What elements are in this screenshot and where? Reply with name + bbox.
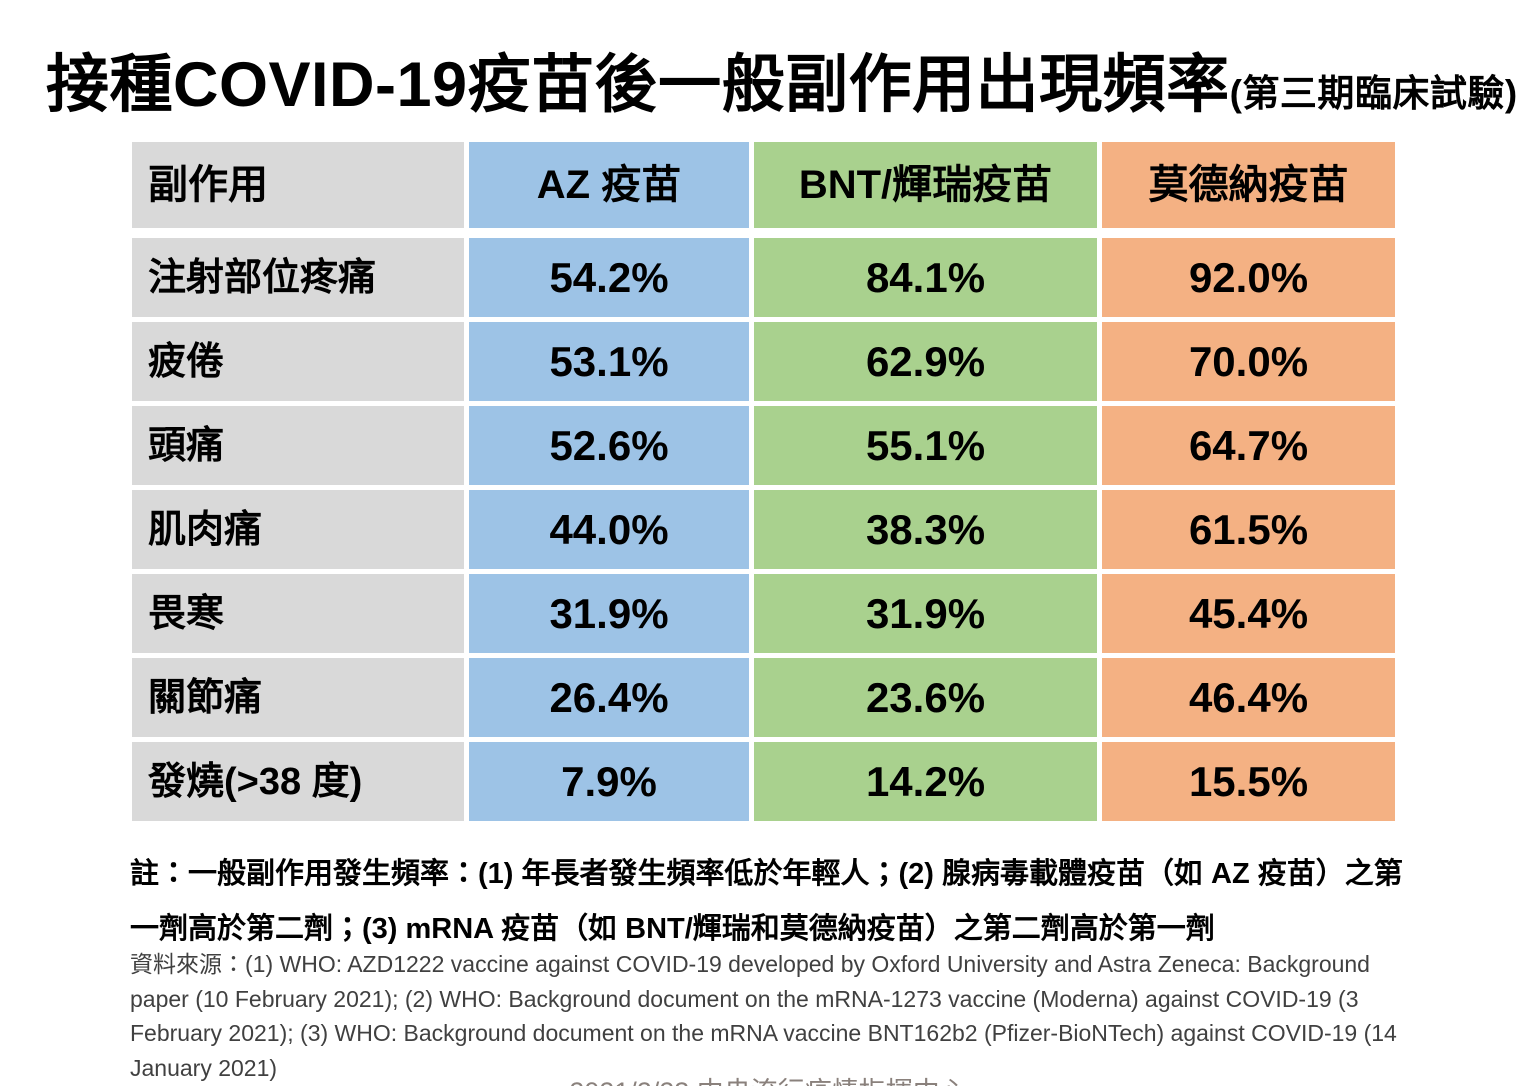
az-vaccine-value: 54.2%	[469, 238, 749, 317]
moderna-vaccine-value: 70.0%	[1102, 322, 1395, 401]
moderna-vaccine-value: 61.5%	[1102, 490, 1395, 569]
bnt-pfizer-vaccine-value: 23.6%	[754, 658, 1097, 737]
side-effect-label: 頭痛	[132, 406, 464, 485]
moderna-vaccine-value: 64.7%	[1102, 406, 1395, 485]
side-effect-label: 注射部位疼痛	[132, 238, 464, 317]
table-row: 發燒(>38 度) 7.9% 14.2% 15.5%	[132, 742, 1395, 821]
table-row: 畏寒 31.9% 31.9% 45.4%	[132, 574, 1395, 653]
az-vaccine-value: 44.0%	[469, 490, 749, 569]
table-row: 疲倦 53.1% 62.9% 70.0%	[132, 322, 1395, 401]
page-title-subtitle: (第三期臨床試驗)	[1229, 73, 1518, 114]
bnt-pfizer-vaccine-value: 31.9%	[754, 574, 1097, 653]
side-effect-label: 關節痛	[132, 658, 464, 737]
footer-date-and-agency: 2021/2/23 中央流行疫情指揮中心	[0, 1070, 1536, 1086]
table-row: 肌肉痛 44.0% 38.3% 61.5%	[132, 490, 1395, 569]
side-effect-label: 畏寒	[132, 574, 464, 653]
moderna-vaccine-value: 46.4%	[1102, 658, 1395, 737]
bnt-pfizer-vaccine-value: 38.3%	[754, 490, 1097, 569]
az-vaccine-value: 31.9%	[469, 574, 749, 653]
moderna-vaccine-value: 45.4%	[1102, 574, 1395, 653]
column-header-side-effect: 副作用	[132, 142, 464, 228]
column-header-az-vaccine: AZ 疫苗	[469, 142, 749, 228]
source-text: 資料來源：(1) WHO: AZD1222 vaccine against CO…	[130, 951, 1397, 1081]
page-title-main: 接種COVID-19疫苗後一般副作用出現頻率	[46, 50, 1230, 120]
bnt-pfizer-vaccine-value: 62.9%	[754, 322, 1097, 401]
az-vaccine-value: 52.6%	[469, 406, 749, 485]
moderna-vaccine-value: 15.5%	[1102, 742, 1395, 821]
column-header-moderna-vaccine: 莫德納疫苗	[1102, 142, 1395, 228]
table-row: 關節痛 26.4% 23.6% 46.4%	[132, 658, 1395, 737]
moderna-vaccine-value: 92.0%	[1102, 238, 1395, 317]
az-vaccine-value: 53.1%	[469, 322, 749, 401]
bnt-pfizer-vaccine-value: 55.1%	[754, 406, 1097, 485]
side-effect-label: 發燒(>38 度)	[132, 742, 464, 821]
bnt-pfizer-vaccine-value: 14.2%	[754, 742, 1097, 821]
table-header-row: 副作用 AZ 疫苗 BNT/輝瑞疫苗 莫德納疫苗	[132, 142, 1395, 228]
az-vaccine-value: 7.9%	[469, 742, 749, 821]
side-effect-label: 疲倦	[132, 322, 464, 401]
table-body: 注射部位疼痛 54.2% 84.1% 92.0% 疲倦 53.1% 62.9% …	[132, 233, 1395, 821]
az-vaccine-value: 26.4%	[469, 658, 749, 737]
bnt-pfizer-vaccine-value: 84.1%	[754, 238, 1097, 317]
table-row: 注射部位疼痛 54.2% 84.1% 92.0%	[132, 238, 1395, 317]
page-title: 接種COVID-19疫苗後一般副作用出現頻率(第三期臨床試驗)	[46, 40, 1518, 131]
table-row: 頭痛 52.6% 55.1% 64.7%	[132, 406, 1395, 485]
column-header-bnt-pfizer-vaccine: BNT/輝瑞疫苗	[754, 142, 1097, 228]
side-effect-label: 肌肉痛	[132, 490, 464, 569]
side-effects-table: 副作用 AZ 疫苗 BNT/輝瑞疫苗 莫德納疫苗 注射部位疼痛 54.2% 84…	[132, 142, 1395, 821]
note-text: 註：一般副作用發生頻率：(1) 年長者發生頻率低於年輕人；(2) 腺病毒載體疫苗…	[130, 858, 1403, 946]
